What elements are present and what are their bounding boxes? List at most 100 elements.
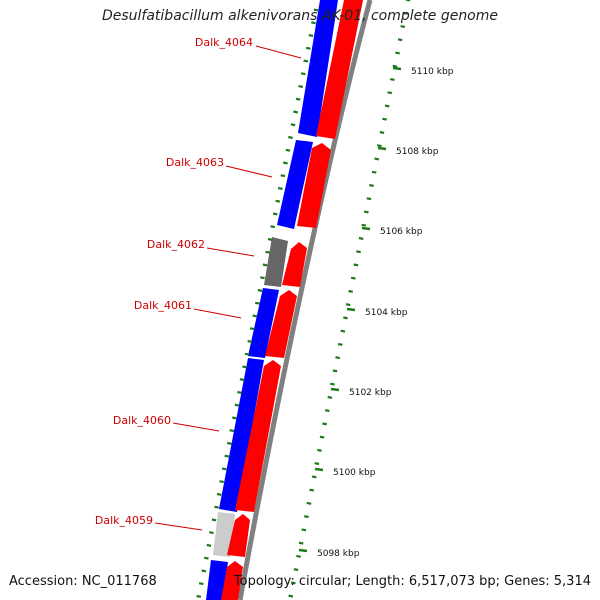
outer-ruler-minor-tick — [345, 303, 351, 307]
outer-ruler-minor-tick — [293, 568, 299, 572]
feature-dalk-4064 — [298, 0, 338, 137]
inner-ruler-minor-tick — [201, 569, 207, 573]
outer-ruler-minor-tick — [288, 594, 294, 598]
feature-fwd-6 — [227, 514, 250, 557]
feature-dalk-4062 — [264, 237, 288, 287]
outer-ruler-minor-tick — [290, 581, 296, 585]
feature-fwd-2 — [297, 143, 331, 228]
outer-ruler-minor-tick — [353, 263, 359, 267]
outer-ruler-minor-tick — [392, 64, 398, 68]
outer-ruler-minor-tick — [337, 342, 343, 346]
topology-label: Topology: circular; Length: 6,517,073 bp… — [233, 574, 591, 589]
inner-ruler-minor-tick — [262, 263, 268, 267]
inner-ruler-minor-tick — [252, 314, 258, 318]
outer-ruler-minor-tick — [369, 183, 374, 187]
inner-ruler-minor-tick — [198, 582, 204, 586]
outer-ruler-minor-tick — [395, 51, 400, 55]
gene-label-leaders — [154, 45, 302, 531]
feature-fwd-7 — [221, 561, 243, 600]
genome-backbone — [237, 0, 373, 600]
feature-dalk-4061 — [248, 288, 279, 358]
inner-ruler-minor-tick — [260, 276, 265, 280]
feature-dalk-4060 — [219, 358, 264, 512]
feature-fwd-5 — [235, 360, 281, 512]
outer-ruler — [288, 0, 411, 598]
outer-ruler-minor-tick — [366, 197, 372, 201]
inner-ruler-minor-tick — [234, 403, 240, 407]
inner-ruler-minor-tick — [247, 339, 253, 343]
inner-ruler-minor-tick — [277, 186, 283, 190]
inner-ruler-minor-tick — [285, 148, 291, 152]
gene-labels: Dalk_4064 Dalk_4063 Dalk_4062 Dalk_4061 … — [95, 36, 253, 527]
inner-ruler-minor-tick — [249, 327, 255, 331]
leader-dalk-4063 — [225, 165, 273, 178]
outer-ruler-minor-tick — [402, 11, 408, 15]
leader-dalk-4060 — [172, 422, 220, 432]
kbp-tick-label: 5110 kbp — [411, 67, 454, 77]
outer-ruler-minor-tick — [358, 236, 364, 240]
outer-ruler-minor-tick — [371, 170, 377, 174]
inner-ruler-minor-tick — [196, 594, 202, 598]
inner-ruler-minor-tick — [305, 46, 311, 50]
inner-ruler-minor-tick — [272, 212, 278, 216]
inner-ruler-minor-tick — [229, 429, 235, 433]
inner-ruler-minor-tick — [275, 199, 281, 203]
outer-ruler-minor-tick — [348, 289, 354, 293]
outer-ruler-minor-tick — [363, 210, 369, 214]
leader-dalk-4059 — [154, 522, 203, 531]
gene-label: Dalk_4059 — [95, 514, 153, 527]
outer-ruler-minor-tick — [379, 130, 385, 134]
outer-ruler-minor-tick — [319, 435, 325, 439]
gene-label: Dalk_4064 — [195, 36, 253, 49]
feature-fwd-3 — [282, 242, 307, 287]
kbp-tick-mark — [314, 467, 324, 472]
inner-ruler-minor-tick — [311, 21, 316, 25]
kbp-tick-mark — [392, 66, 402, 71]
outer-ruler-minor-tick — [397, 38, 403, 42]
outer-ruler-minor-tick — [384, 104, 390, 108]
feature-fwd-4 — [265, 290, 297, 358]
outer-ruler-minor-tick — [350, 276, 356, 280]
outer-ruler-minor-tick — [327, 395, 333, 399]
leader-dalk-4061 — [193, 308, 242, 319]
accession-label: Accession: NC_011768 — [9, 574, 157, 589]
outer-ruler-minor-tick — [298, 541, 304, 545]
inner-ruler-minor-tick — [232, 416, 237, 420]
inner-ruler-minor-tick — [288, 135, 293, 139]
inner-ruler-minor-tick — [308, 34, 314, 37]
inner-ruler-minor-tick — [219, 480, 225, 484]
outer-ruler-minor-tick — [332, 369, 338, 373]
reverse-strand-features — [206, 0, 338, 600]
feature-next — [206, 560, 228, 600]
inner-ruler-minor-tick — [265, 250, 270, 254]
inner-ruler-minor-tick — [280, 174, 286, 178]
inner-ruler-minor-tick — [206, 543, 212, 547]
feature-dalk-4063 — [277, 140, 313, 229]
inner-ruler-minor-tick — [298, 85, 304, 88]
inner-ruler-minor-tick — [295, 97, 301, 101]
inner-ruler-minor-tick — [239, 378, 245, 382]
inner-ruler-minor-tick — [303, 59, 309, 63]
inner-ruler-minor-tick — [203, 556, 209, 560]
outer-ruler-minor-tick — [343, 316, 348, 320]
kbp-tick-mark — [298, 548, 308, 553]
kbp-tick-mark — [377, 146, 387, 151]
outer-ruler-minor-tick — [400, 25, 406, 28]
kbp-tick-mark — [361, 226, 371, 231]
kbp-tick-label: 5108 kbp — [396, 147, 439, 157]
inner-ruler-minor-tick — [226, 441, 232, 445]
tick-labels: 5110 kbp 5108 kbp 5106 kbp 5104 kbp 5102 kbp… — [298, 66, 454, 559]
outer-ruler-minor-tick — [322, 422, 328, 426]
inner-ruler-minor-tick — [282, 161, 288, 165]
inner-ruler-minor-tick — [237, 390, 242, 394]
gene-label: Dalk_4062 — [147, 238, 205, 251]
kbp-tick-label: 5100 kbp — [333, 468, 376, 478]
leader-dalk-4062 — [206, 247, 255, 257]
outer-ruler-minor-tick — [301, 528, 307, 532]
outer-ruler-minor-tick — [387, 91, 393, 95]
inner-ruler — [196, 8, 319, 598]
outer-ruler-minor-tick — [376, 144, 382, 148]
inner-ruler-minor-tick — [267, 237, 273, 241]
forward-strand-features — [221, 0, 363, 600]
